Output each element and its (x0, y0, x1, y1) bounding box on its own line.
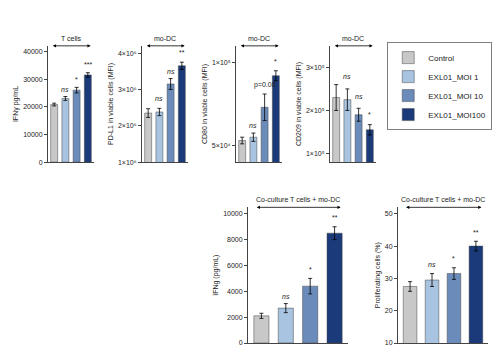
svg-text:Control: Control (428, 54, 454, 63)
svg-text:3×10⁶: 3×10⁶ (118, 86, 137, 93)
svg-text:**: ** (179, 49, 185, 56)
svg-text:0: 0 (39, 159, 43, 166)
svg-text:EXL01_MOI 1: EXL01_MOI 1 (428, 73, 479, 82)
svg-text:PD-L1 in viable cells (MFI): PD-L1 in viable cells (MFI) (107, 63, 115, 145)
svg-text:ns: ns (343, 73, 351, 80)
svg-text:ns: ns (249, 122, 257, 129)
svg-text:1×10⁵: 1×10⁵ (306, 150, 325, 157)
svg-text:IFNγ pg/mL: IFNγ pg/mL (12, 86, 20, 122)
svg-text:2×10⁶: 2×10⁶ (118, 122, 137, 129)
svg-text:p=0.08: p=0.08 (254, 81, 276, 89)
svg-text:ns: ns (355, 93, 363, 100)
svg-text:40000: 40000 (23, 48, 43, 55)
svg-text:6000: 6000 (227, 262, 243, 269)
svg-text:4000: 4000 (227, 288, 243, 295)
svg-text:mo-DC: mo-DC (342, 35, 364, 42)
svg-text:ns: ns (428, 261, 436, 268)
svg-text:ns: ns (167, 68, 175, 75)
svg-text:ns: ns (155, 95, 163, 102)
svg-text:1×10⁶: 1×10⁶ (118, 159, 137, 166)
svg-text:***: *** (84, 61, 92, 68)
svg-text:EXL01_MOI100: EXL01_MOI100 (428, 111, 485, 120)
svg-text:Co-culture T cells + mo-DC: Co-culture T cells + mo-DC (401, 196, 485, 203)
svg-text:2000: 2000 (227, 314, 243, 321)
svg-text:EXL01_MOI 10: EXL01_MOI 10 (428, 92, 483, 101)
svg-text:Co-culture T cells + mo-DC: Co-culture T cells + mo-DC (256, 196, 340, 203)
svg-text:ns: ns (61, 86, 69, 93)
svg-text:5×10⁴: 5×10⁴ (212, 142, 231, 149)
svg-text:0: 0 (239, 339, 243, 346)
svg-text:*: * (452, 255, 455, 262)
svg-text:mo-DC: mo-DC (154, 35, 176, 42)
svg-text:10: 10 (385, 339, 393, 346)
svg-text:8000: 8000 (227, 236, 243, 243)
svg-text:CD80 in viable cells (MFI): CD80 in viable cells (MFI) (201, 64, 209, 144)
svg-text:*: * (368, 111, 371, 118)
svg-text:*: * (274, 58, 277, 65)
svg-text:ns: ns (282, 293, 290, 300)
svg-text:**: ** (473, 229, 479, 236)
svg-text:CD209 in viable cells (MFI): CD209 in viable cells (MFI) (295, 62, 303, 146)
svg-text:20: 20 (385, 307, 393, 314)
svg-text:20000: 20000 (23, 103, 43, 110)
svg-text:*: * (309, 266, 312, 273)
svg-text:3×10⁵: 3×10⁵ (306, 64, 325, 71)
svg-text:Proliferating cells (%): Proliferating cells (%) (374, 242, 382, 308)
svg-text:**: ** (332, 214, 338, 221)
svg-text:50: 50 (385, 210, 393, 217)
svg-text:mo-DC: mo-DC (248, 35, 270, 42)
svg-text:30: 30 (385, 275, 393, 282)
svg-text:40: 40 (385, 243, 393, 250)
svg-text:2×10⁵: 2×10⁵ (306, 107, 325, 114)
svg-text:1×10⁵: 1×10⁵ (212, 59, 231, 66)
svg-text:30000: 30000 (23, 76, 43, 83)
svg-text:10000: 10000 (223, 210, 243, 217)
svg-text:*: * (75, 76, 78, 83)
svg-text:4×10⁶: 4×10⁶ (118, 50, 137, 57)
svg-text:T cells: T cells (61, 35, 82, 42)
svg-text:10000: 10000 (23, 131, 43, 138)
svg-text:IFNg (pg/mL): IFNg (pg/mL) (212, 255, 220, 296)
